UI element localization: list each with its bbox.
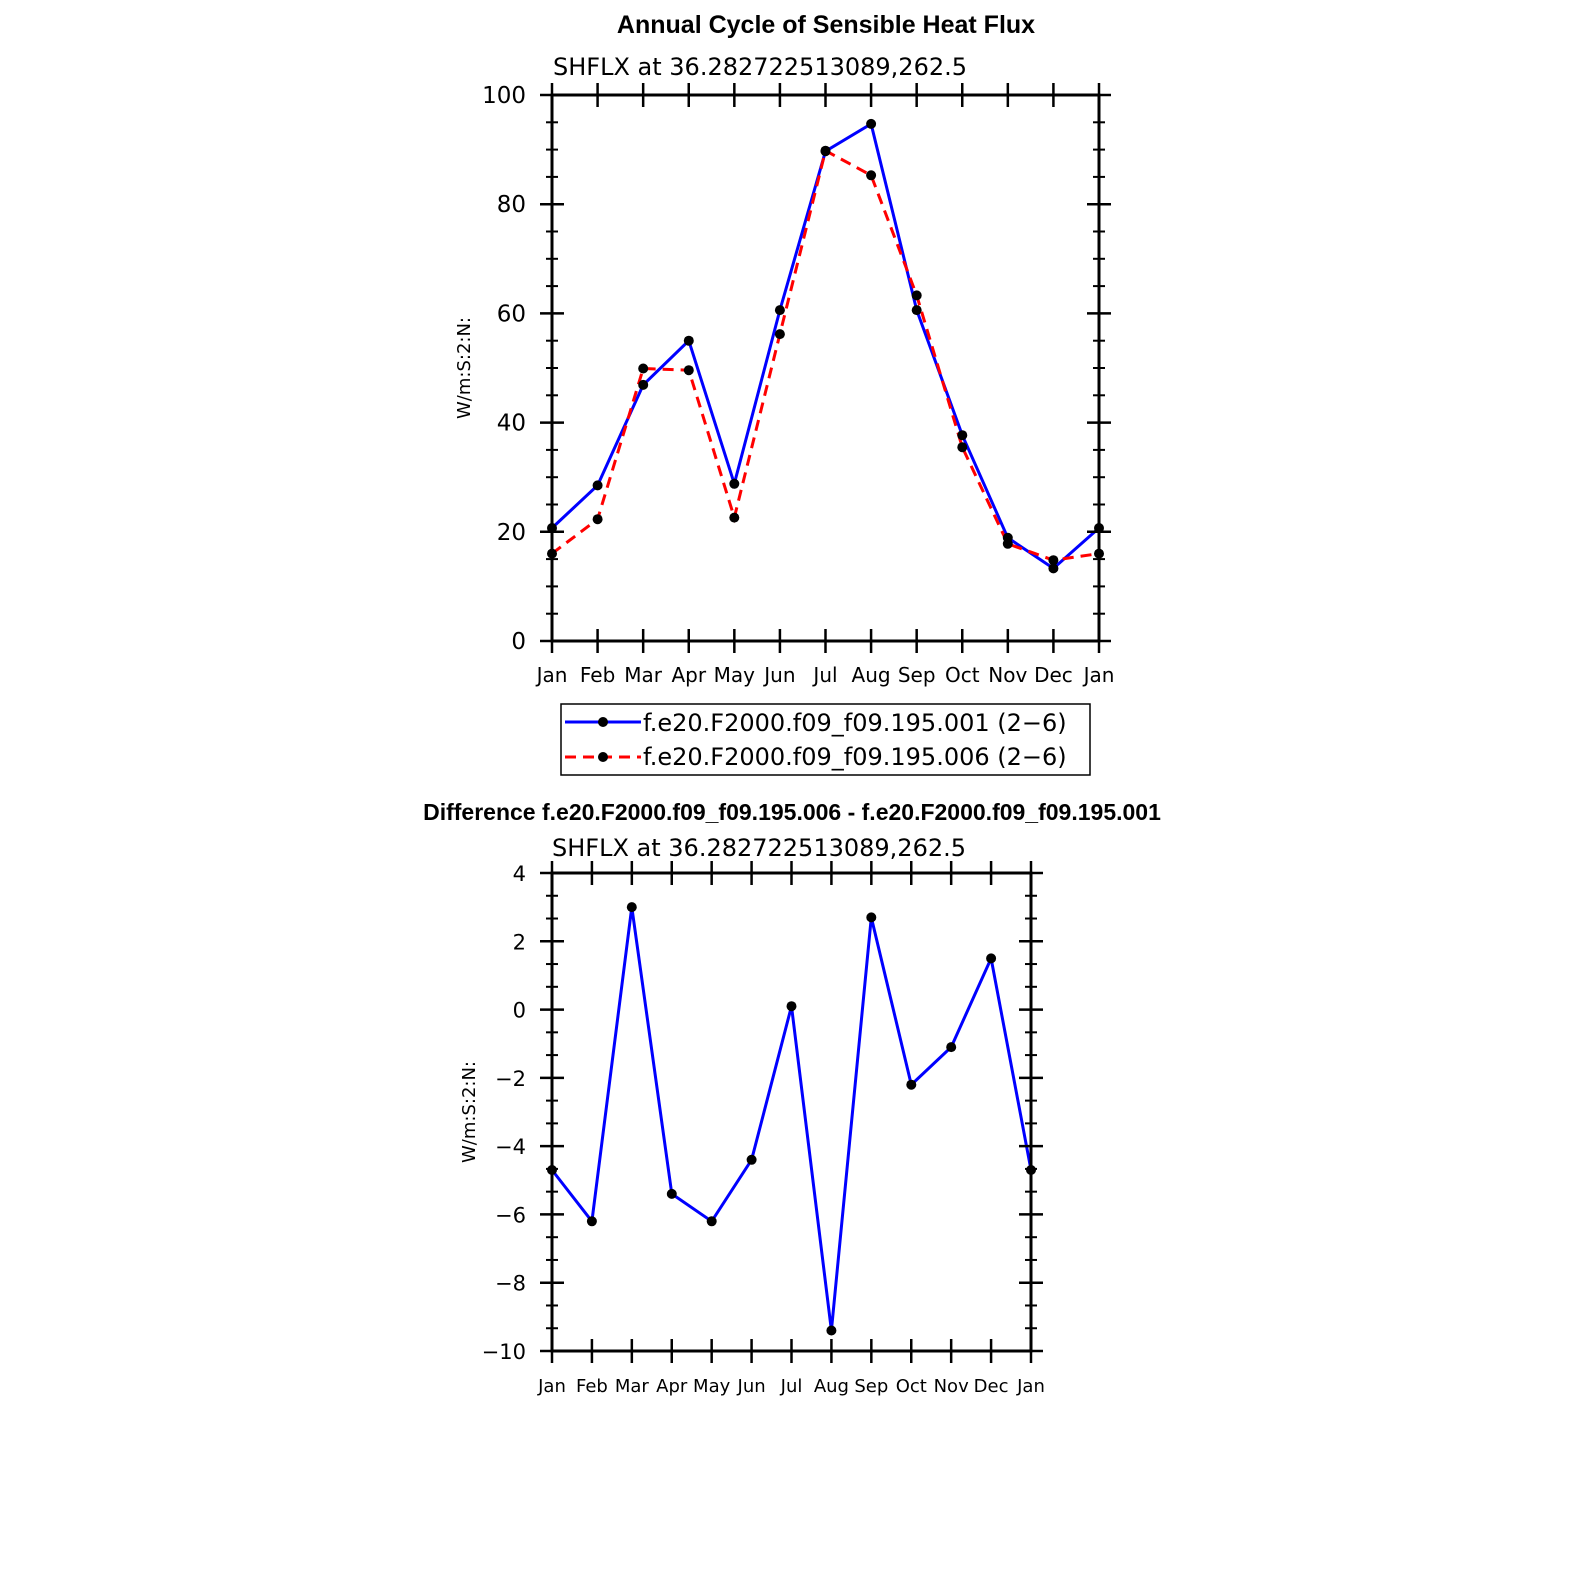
top-series-1-point: [957, 430, 968, 441]
x-tick-label: Feb: [576, 1376, 608, 1397]
top-series-2-point: [683, 365, 694, 376]
y-tick-label: 40: [497, 411, 526, 437]
diff-series-1-point: [626, 902, 637, 913]
diff-series-1-point: [946, 1042, 957, 1053]
legend-marker-series-2: [598, 752, 608, 762]
plot-frame: [550, 93, 1101, 643]
legend: f.e20.F2000.f09_f09.195.001 (2−6) f.e20.…: [560, 703, 1091, 776]
legend-box: [560, 703, 1091, 776]
annual-cycle-chart: Annual Cycle of Sensible Heat Flux SHFLX…: [454, 11, 1115, 776]
diff-series-1-point: [666, 1188, 677, 1199]
top-series-2-point: [866, 170, 877, 181]
top-series-1-line: [550, 121, 1100, 571]
x-tick-label: Jan: [1082, 663, 1115, 687]
difference-chart-title: Difference f.e20.F2000.f09_f09.195.006 -…: [423, 799, 1161, 825]
top-series-2-point: [1002, 538, 1013, 549]
x-tick-label: Jul: [780, 1376, 803, 1397]
difference-plot-frame: [550, 871, 1033, 1353]
diff-series-1-point: [586, 1216, 597, 1227]
x-tick-label: Jun: [737, 1376, 766, 1397]
x-tick-label: Dec: [974, 1376, 1009, 1397]
top-series-1-point: [592, 480, 603, 491]
top-series-2-point: [592, 514, 603, 525]
chart-subtitle: SHFLX at 36.282722513089,262.5: [553, 53, 967, 81]
x-tick-label: May: [714, 663, 756, 687]
x-tick-label: Aug: [814, 1376, 849, 1397]
x-tick-label: Oct: [896, 1376, 927, 1397]
y-tick-label: 20: [497, 520, 526, 546]
diff-series-1-point: [786, 1001, 797, 1012]
x-tick-label: Jul: [811, 663, 837, 687]
x-tick-label: Jun: [762, 663, 795, 687]
top-series-2-point: [957, 442, 968, 453]
top-series-1-point: [911, 305, 922, 316]
diff-series-1-point: [706, 1216, 717, 1227]
y-tick-label: 80: [497, 192, 526, 218]
top-series-2-point: [638, 363, 649, 374]
top-series-1-point: [729, 478, 740, 489]
y-tick-label: 4: [513, 862, 526, 886]
y-tick-label: −8: [495, 1272, 526, 1296]
top-series-1-point: [866, 118, 877, 129]
x-tick-label: Mar: [615, 1376, 650, 1397]
top-series-2-point: [820, 145, 831, 156]
x-tick-label: Apr: [656, 1376, 688, 1397]
x-tick-label: Jan: [537, 1376, 566, 1397]
x-tick-label: Oct: [945, 663, 980, 687]
x-tick-label: Mar: [624, 663, 663, 687]
x-tick-label: Jan: [1016, 1376, 1045, 1397]
diff-series-1-point: [866, 912, 877, 923]
diff-series-1-line: [550, 906, 1033, 1331]
top-series-1-point: [638, 379, 649, 390]
top-series-2-point: [774, 329, 785, 340]
y-tick-label: −10: [482, 1340, 526, 1364]
top-series-1-point: [774, 305, 785, 316]
x-tick-label: Feb: [580, 663, 615, 687]
difference-y-axis-label: W/m:S:2:N:: [459, 1061, 480, 1163]
diff-series-1-point: [986, 953, 997, 964]
legend-marker-series-1: [598, 717, 608, 727]
y-tick-label: 2: [513, 930, 526, 954]
y-tick-label: 100: [482, 83, 526, 109]
y-axis-label: W/m:S:2:N:: [454, 317, 475, 419]
x-tick-label: Sep: [898, 663, 936, 687]
top-series-2-point: [1048, 555, 1059, 566]
diff-series-1-point: [826, 1325, 837, 1336]
x-tick-label: May: [693, 1376, 731, 1397]
y-tick-label: −4: [495, 1135, 526, 1159]
diff-series-1-point: [746, 1154, 757, 1165]
y-tick-label: −2: [495, 1067, 526, 1091]
x-tick-label: Nov: [934, 1376, 969, 1397]
y-tick-label: 0: [511, 629, 526, 655]
legend-entry-series-1: f.e20.F2000.f09_f09.195.001 (2−6): [643, 709, 1067, 737]
top-series-1-point: [1048, 563, 1059, 574]
difference-chart: Difference f.e20.F2000.f09_f09.195.006 -…: [423, 799, 1161, 1397]
x-tick-label: Nov: [988, 663, 1027, 687]
x-tick-label: Apr: [671, 663, 706, 687]
top-series-2-point: [729, 512, 740, 523]
diff-series-1-point: [906, 1079, 917, 1090]
chart-title: Annual Cycle of Sensible Heat Flux: [617, 11, 1035, 39]
y-tick-label: 0: [513, 999, 526, 1023]
top-series-1-point: [683, 335, 694, 346]
legend-entry-series-2: f.e20.F2000.f09_f09.195.006 (2−6): [643, 743, 1067, 771]
top-series-2-point: [911, 290, 922, 301]
x-tick-label: Dec: [1034, 663, 1073, 687]
difference-chart-subtitle: SHFLX at 36.282722513089,262.5: [552, 834, 966, 862]
y-tick-label: 60: [497, 301, 526, 327]
x-tick-label: Jan: [535, 663, 568, 687]
x-tick-label: Aug: [852, 663, 891, 687]
y-tick-label: −6: [495, 1203, 526, 1227]
x-tick-label: Sep: [854, 1376, 888, 1397]
top-series-2-line: [551, 148, 1100, 562]
